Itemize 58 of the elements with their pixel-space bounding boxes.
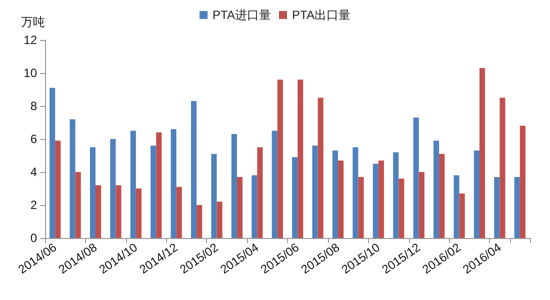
bar — [459, 193, 465, 238]
bar — [378, 160, 384, 238]
bar — [358, 176, 364, 238]
bar — [110, 139, 116, 238]
bar — [75, 172, 81, 238]
bar — [236, 176, 243, 238]
y-tick-label: 4 — [30, 165, 38, 179]
bar — [398, 178, 404, 238]
bar — [116, 185, 122, 238]
y-tick-label: 10 — [24, 66, 38, 80]
bar — [70, 119, 76, 238]
bar — [191, 101, 197, 238]
bar — [272, 130, 278, 238]
bar — [96, 185, 102, 238]
bar — [298, 80, 304, 238]
bar — [176, 186, 182, 238]
y-tick-label: 0 — [30, 231, 38, 245]
bar — [393, 152, 399, 238]
legend-label: PTA进口量 — [212, 8, 272, 22]
bar — [434, 140, 440, 238]
bar — [216, 202, 222, 238]
y-axis-title: 万吨 — [21, 15, 45, 29]
bar — [318, 98, 324, 238]
bar — [50, 88, 56, 238]
bar — [277, 80, 283, 238]
legend-label: PTA出口量 — [292, 8, 350, 22]
bar — [494, 176, 500, 238]
y-tick-label: 8 — [30, 99, 38, 113]
bar — [418, 172, 424, 238]
bar — [514, 176, 520, 238]
bar — [312, 146, 318, 238]
bar — [332, 150, 338, 238]
bar — [130, 130, 136, 238]
y-tick-label: 6 — [30, 132, 38, 146]
bar — [257, 147, 263, 238]
bar — [90, 147, 96, 238]
bar — [439, 154, 445, 238]
y-tick-label: 12 — [24, 33, 38, 47]
bar — [170, 129, 176, 238]
bar — [520, 126, 526, 238]
bar — [156, 132, 162, 238]
bar — [196, 205, 202, 238]
bar — [454, 175, 460, 238]
bar — [211, 154, 217, 238]
bar — [252, 175, 258, 238]
bar — [500, 98, 506, 238]
bar — [413, 118, 419, 238]
bar — [150, 146, 156, 238]
bar — [231, 134, 237, 238]
bar — [352, 147, 358, 238]
bar — [372, 164, 378, 238]
bar — [338, 160, 344, 238]
bar — [55, 140, 61, 238]
bar — [136, 188, 142, 238]
bar — [474, 150, 480, 238]
bar — [292, 157, 298, 238]
y-tick-label: 2 — [30, 198, 38, 212]
bar — [479, 68, 486, 238]
